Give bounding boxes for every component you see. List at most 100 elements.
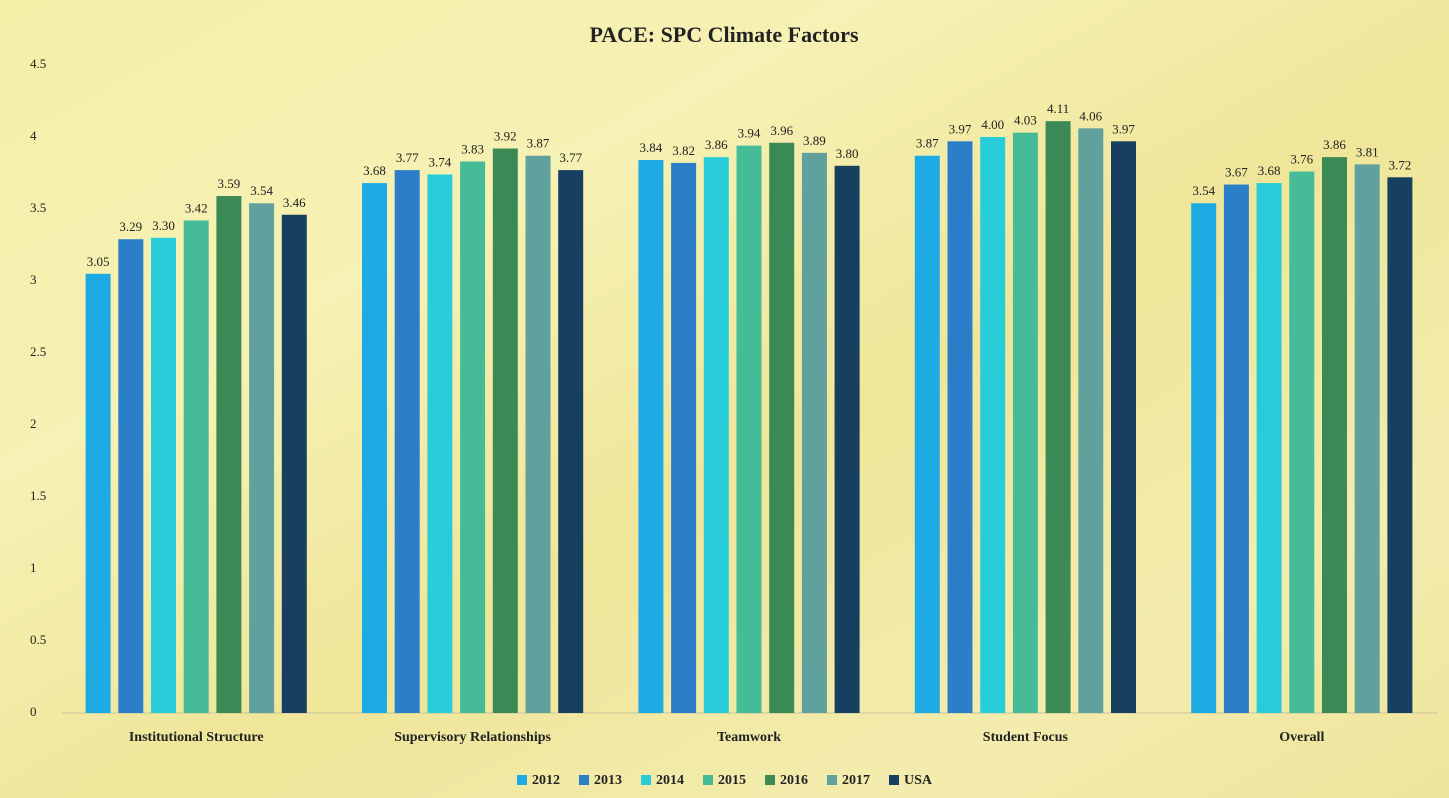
x-tick-label: Teamwork xyxy=(717,730,781,745)
legend-swatch xyxy=(703,775,713,785)
bar xyxy=(801,152,827,714)
y-tick-label: 1.5 xyxy=(30,488,46,503)
legend-label: USA xyxy=(904,773,933,788)
value-label: 3.87 xyxy=(527,136,550,151)
value-label: 3.46 xyxy=(283,195,306,210)
x-tick-label: Institutional Structure xyxy=(129,730,264,745)
legend-swatch xyxy=(889,775,899,785)
bar xyxy=(638,160,664,714)
legend-swatch xyxy=(641,775,651,785)
y-tick-label: 1 xyxy=(30,560,37,575)
value-label: 3.86 xyxy=(1323,137,1346,152)
value-label: 3.86 xyxy=(705,137,728,152)
x-tick-label: Student Focus xyxy=(983,730,1069,745)
legend-label: 2017 xyxy=(842,773,870,788)
bar xyxy=(980,137,1006,713)
bar xyxy=(671,162,697,714)
bar xyxy=(151,237,176,714)
value-label: 4.03 xyxy=(1014,113,1037,128)
y-tick-label: 2 xyxy=(30,416,37,431)
legend-label: 2014 xyxy=(656,773,684,788)
value-label: 3.74 xyxy=(429,154,452,169)
bar xyxy=(1256,183,1282,713)
value-label: 3.76 xyxy=(1290,152,1313,167)
value-label: 3.89 xyxy=(803,133,826,148)
value-label: 3.67 xyxy=(1225,165,1248,180)
value-label: 3.42 xyxy=(185,201,208,216)
bar xyxy=(85,273,111,713)
x-tick-label: Overall xyxy=(1279,730,1324,745)
legend-label: 2016 xyxy=(780,773,808,788)
bar xyxy=(703,157,729,713)
value-label: 4.00 xyxy=(981,117,1004,132)
bar xyxy=(1223,184,1249,713)
bar xyxy=(558,170,584,713)
y-tick-label: 4.5 xyxy=(30,56,46,71)
bar xyxy=(394,170,420,713)
value-label: 3.05 xyxy=(87,254,110,269)
value-label: 3.96 xyxy=(770,123,793,138)
bar xyxy=(118,239,144,714)
chart-title: PACE: SPC Climate Factors xyxy=(589,22,858,47)
bar xyxy=(362,183,387,713)
bar xyxy=(183,220,209,713)
bar xyxy=(947,141,973,713)
x-tick-label: Supervisory Relationships xyxy=(394,730,551,745)
value-label: 3.94 xyxy=(738,126,761,141)
value-label: 3.92 xyxy=(494,129,517,144)
bar xyxy=(460,161,486,714)
bar xyxy=(914,155,940,714)
bar xyxy=(492,148,518,713)
y-tick-label: 0.5 xyxy=(30,632,46,647)
value-label: 3.59 xyxy=(218,176,241,191)
value-label: 3.72 xyxy=(1389,157,1412,172)
value-label: 3.81 xyxy=(1356,144,1379,159)
value-label: 4.11 xyxy=(1047,101,1069,116)
value-label: 3.97 xyxy=(949,121,972,136)
bar xyxy=(736,145,762,713)
bar xyxy=(1289,171,1315,713)
legend-swatch xyxy=(579,775,589,785)
value-label: 3.29 xyxy=(119,219,142,234)
bar xyxy=(216,196,242,714)
value-label: 4.06 xyxy=(1079,108,1102,123)
value-label: 3.54 xyxy=(1192,183,1215,198)
value-label: 3.97 xyxy=(1112,121,1135,136)
bar xyxy=(1322,157,1347,713)
bar xyxy=(427,174,453,713)
value-label: 3.54 xyxy=(250,183,273,198)
value-label: 3.77 xyxy=(559,150,582,165)
bar xyxy=(1354,164,1380,714)
bar xyxy=(525,155,551,714)
bar xyxy=(1012,132,1038,713)
legend-label: 2013 xyxy=(594,773,622,788)
legend-swatch xyxy=(765,775,775,785)
bar xyxy=(1078,128,1104,714)
y-tick-label: 2.5 xyxy=(30,344,46,359)
y-tick-label: 4 xyxy=(30,128,37,143)
bar xyxy=(1111,141,1136,713)
y-tick-label: 3.5 xyxy=(30,200,46,215)
bar xyxy=(1191,203,1217,714)
bar xyxy=(1045,121,1071,713)
bar xyxy=(249,203,275,714)
bar xyxy=(281,214,307,713)
value-label: 3.83 xyxy=(461,141,484,156)
legend-label: 2015 xyxy=(718,773,746,788)
value-label: 3.68 xyxy=(363,163,386,178)
value-label: 3.80 xyxy=(836,146,859,161)
legend-swatch xyxy=(827,775,837,785)
y-tick-label: 3 xyxy=(30,272,37,287)
value-label: 3.82 xyxy=(672,143,695,158)
bar xyxy=(834,165,860,714)
value-label: 3.87 xyxy=(916,136,939,151)
value-label: 3.84 xyxy=(640,140,663,155)
value-label: 3.77 xyxy=(396,150,419,165)
bar xyxy=(769,142,795,713)
legend-swatch xyxy=(517,775,527,785)
bar xyxy=(1387,177,1413,713)
y-tick-label: 0 xyxy=(30,704,37,719)
value-label: 3.30 xyxy=(152,218,175,233)
value-label: 3.68 xyxy=(1258,163,1281,178)
